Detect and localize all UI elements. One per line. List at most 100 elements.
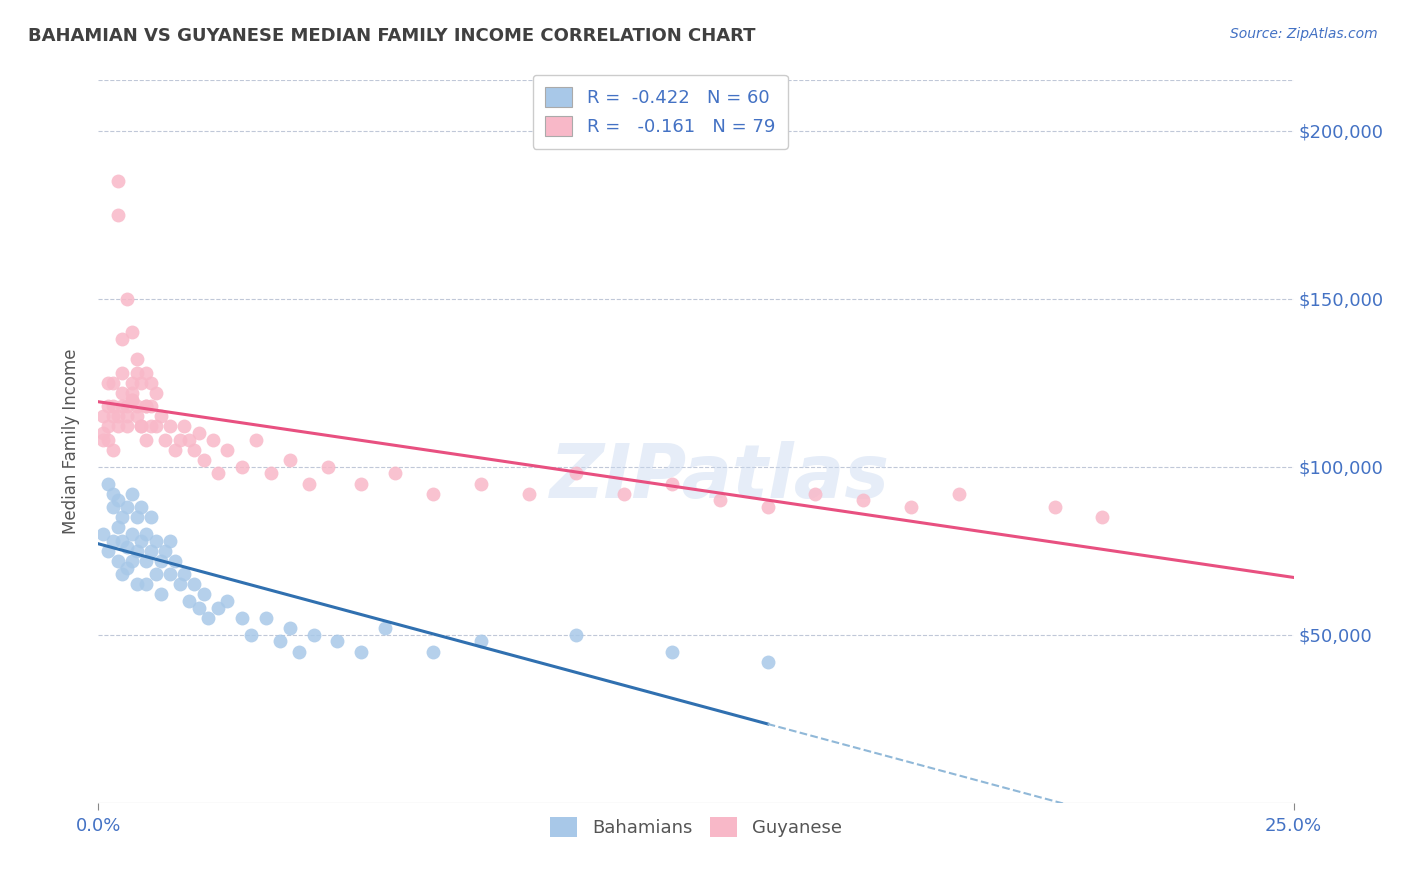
Point [101, 533, 124, 548]
Point [661, 476, 683, 491]
Point [517, 486, 540, 500]
Point [121, 385, 143, 400]
Point [131, 376, 153, 390]
Point [217, 442, 239, 457]
Point [101, 486, 124, 500]
Point [121, 376, 143, 390]
Point [131, 419, 153, 434]
Point [125, 409, 148, 424]
Point [125, 543, 148, 558]
Point [139, 399, 162, 413]
Point [111, 567, 134, 582]
Point [121, 486, 143, 500]
Point [169, 433, 191, 447]
Point [139, 419, 162, 434]
Point [231, 459, 253, 474]
Point [91, 426, 114, 441]
Point [852, 493, 875, 508]
Point [613, 486, 636, 500]
Point [169, 577, 191, 591]
Point [139, 376, 162, 390]
Point [135, 366, 157, 380]
Point [155, 433, 177, 447]
Point [326, 634, 349, 648]
Point [159, 567, 181, 582]
Point [374, 621, 396, 635]
Point [155, 543, 177, 558]
Point [193, 587, 215, 601]
Point [107, 409, 129, 424]
Point [709, 493, 731, 508]
Point [107, 493, 129, 508]
Point [125, 352, 148, 367]
Point [135, 554, 157, 568]
Point [101, 399, 124, 413]
Point [125, 366, 148, 380]
Point [756, 655, 779, 669]
Point [163, 442, 186, 457]
Point [115, 560, 138, 574]
Point [115, 500, 138, 514]
Point [121, 554, 143, 568]
Point [97, 419, 120, 434]
Point [187, 600, 209, 615]
Point [135, 527, 157, 541]
Point [470, 476, 492, 491]
Point [163, 554, 186, 568]
Point [179, 433, 201, 447]
Point [145, 385, 167, 400]
Point [756, 500, 779, 514]
Point [288, 644, 311, 658]
Point [298, 476, 321, 491]
Point [135, 433, 157, 447]
Point [111, 385, 134, 400]
Point [231, 611, 253, 625]
Point [97, 543, 120, 558]
Point [278, 621, 301, 635]
Point [91, 433, 114, 447]
Point [97, 476, 120, 491]
Y-axis label: Median Family Income: Median Family Income [62, 349, 80, 534]
Point [350, 644, 373, 658]
Point [254, 611, 277, 625]
Point [145, 567, 167, 582]
Point [121, 527, 143, 541]
Point [948, 486, 970, 500]
Point [187, 426, 209, 441]
Point [115, 399, 138, 413]
Point [107, 419, 129, 434]
Point [1043, 500, 1066, 514]
Point [804, 486, 827, 500]
Point [145, 419, 167, 434]
Point [202, 433, 225, 447]
Point [111, 366, 134, 380]
Point [149, 409, 172, 424]
Point [101, 500, 124, 514]
Point [121, 326, 143, 340]
Point [111, 510, 134, 524]
Point [245, 433, 267, 447]
Point [183, 577, 205, 591]
Point [384, 467, 406, 481]
Point [101, 376, 124, 390]
Point [193, 453, 215, 467]
Point [197, 611, 219, 625]
Point [422, 644, 444, 658]
Text: Source: ZipAtlas.com: Source: ZipAtlas.com [1230, 27, 1378, 41]
Point [135, 399, 157, 413]
Point [207, 600, 229, 615]
Point [217, 594, 239, 608]
Point [1091, 510, 1114, 524]
Point [207, 467, 229, 481]
Point [125, 510, 148, 524]
Point [470, 634, 492, 648]
Point [107, 520, 129, 534]
Point [111, 399, 134, 413]
Point [131, 419, 153, 434]
Point [149, 587, 172, 601]
Point [565, 467, 588, 481]
Point [121, 392, 143, 407]
Point [316, 459, 339, 474]
Point [240, 628, 263, 642]
Text: ZIPatlas: ZIPatlas [550, 442, 890, 514]
